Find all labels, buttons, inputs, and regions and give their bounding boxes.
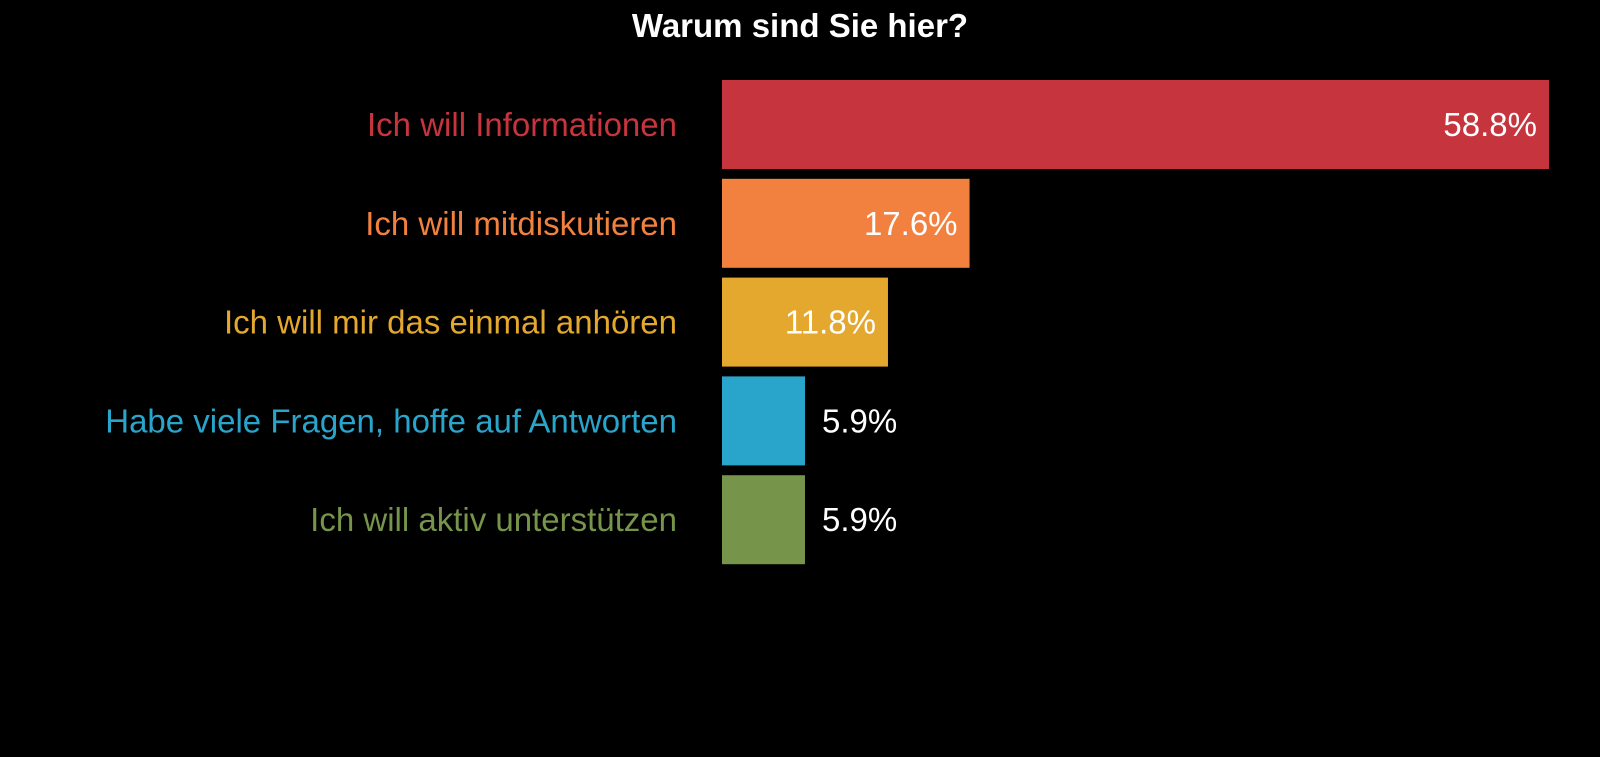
bars-group: Ich will Informationen 58.8% Ich will mitd… xyxy=(105,80,1549,565)
category-label-1: Ich will Informationen xyxy=(367,106,677,143)
chart-title: Warum sind Sie hier? xyxy=(632,7,968,44)
bar-5 xyxy=(722,475,805,565)
bar-2 xyxy=(722,178,970,268)
value-label-1: 58.8% xyxy=(1443,106,1537,143)
bar-4 xyxy=(722,376,805,466)
value-label-3: 11.8% xyxy=(785,304,876,341)
bar-3 xyxy=(722,277,888,367)
category-label-2: Ich will mitdiskutieren xyxy=(365,205,677,242)
value-label-5: 5.9% xyxy=(822,501,897,538)
value-label-4: 5.9% xyxy=(822,402,897,439)
value-label-2: 17.6% xyxy=(864,205,958,242)
category-label-3: Ich will mir das einmal anhören xyxy=(224,304,677,341)
category-label-5: Ich will aktiv unterstützen xyxy=(310,501,677,538)
category-label-4: Habe viele Fragen, hoffe auf Antworten xyxy=(105,402,677,439)
bar-1 xyxy=(722,80,1549,169)
